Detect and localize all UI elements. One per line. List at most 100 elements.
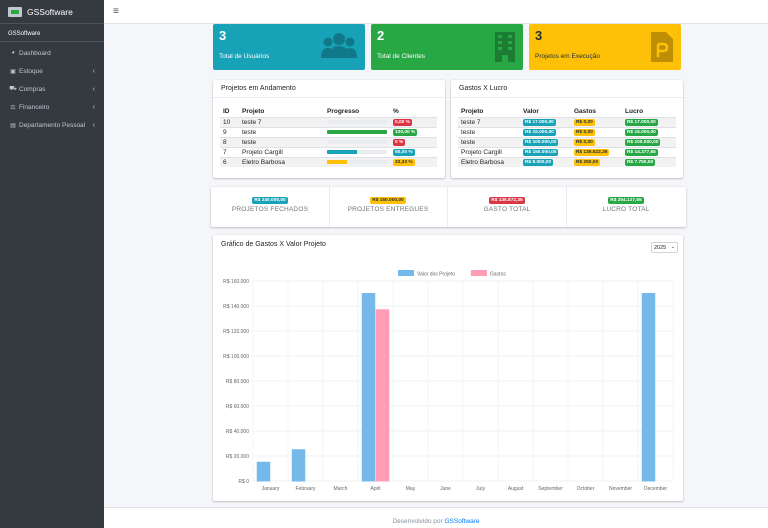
box-icon: ▣ — [10, 68, 16, 75]
table-row: 10 teste 7 0,00 % — [220, 116, 437, 127]
gastos-badge: R$ 250,00 — [574, 159, 601, 167]
info-box-label: Projetos em Execução — [535, 53, 601, 60]
table-row: Eletro Barbosa R$ 8.000,00 R$ 250,00 R$ … — [458, 156, 676, 167]
info-box-value: 3 — [535, 28, 543, 43]
id-card-icon: ▤ — [10, 122, 16, 129]
stat-value-badge: R$ 135.872,35 — [489, 197, 525, 204]
sidebar-item-estoque[interactable]: ▣ Estoque ‹ — [0, 62, 104, 80]
building-icon — [495, 32, 515, 62]
valor-badge: R$ 100.000,00 — [523, 139, 559, 146]
table-row: teste R$ 15.000,00 R$ 0,00 R$ 15.000,00 — [458, 126, 676, 137]
card-title: Gráfico de Gastos X Valor Projeto — [221, 241, 326, 248]
sidebar-item-label: Financeiro — [19, 103, 50, 111]
chevron-left-icon: ‹ — [92, 121, 95, 129]
progress-cell — [324, 126, 390, 137]
user-panel[interactable]: GSSoftware — [0, 24, 104, 42]
valor-cell: R$ 8.000,00 — [520, 156, 571, 167]
gastos-badge: R$ 0,00 — [574, 129, 595, 136]
stat-lucro-total: R$ 204.127,65 LUCRO TOTAL — [567, 196, 685, 213]
valor-badge: R$ 150.000,00 — [523, 149, 559, 156]
parking-file-icon — [651, 32, 673, 62]
stat-label: PROJETOS FECHADOS — [231, 206, 309, 213]
sidebar-item-label: Estoque — [19, 67, 43, 75]
project-name: teste 7 — [239, 116, 324, 127]
valor-cell: R$ 100.000,00 — [520, 136, 571, 147]
stat-value-badge: R$ 204.127,65 — [608, 197, 644, 204]
progress-bar-fill — [327, 150, 357, 154]
gastos-cell: R$ 250,00 — [571, 156, 622, 167]
project-id: 8 — [220, 136, 239, 147]
divider — [566, 187, 567, 227]
progress-cell — [324, 116, 390, 127]
user-name: GSSoftware — [8, 31, 41, 37]
brand-link[interactable]: GSSoftware — [0, 0, 104, 24]
lucro-badge: R$ 17.000,00 — [625, 119, 658, 126]
sidebar-item-label: Departamento Pessoal — [19, 121, 86, 129]
year-select[interactable]: 2025 ⌄ — [651, 242, 678, 253]
progress-bar-fill — [327, 130, 387, 134]
progress-percent-cell: 33,33 % — [390, 156, 437, 167]
sidebar-item-compras[interactable]: ⛟ Compras ‹ — [0, 80, 104, 98]
sidebar-item-financeiro[interactable]: ⚖ Financeiro ‹ — [0, 98, 104, 116]
status-badge: 33,33 % — [393, 159, 415, 167]
table-row: teste R$ 100.000,00 R$ 0,00 R$ 100.000,0… — [458, 136, 676, 147]
gastos-badge: R$ 135.622,35 — [574, 149, 610, 156]
sidebar-item-departamento-pessoal[interactable]: ▤ Departamento Pessoal ‹ — [0, 116, 104, 134]
stat-label: PROJETOS ENTREGUES — [347, 206, 429, 213]
project-id: 9 — [220, 126, 239, 137]
progress-percent-cell: 50,00 % — [390, 146, 437, 157]
progress-percent-cell: 0,00 % — [390, 116, 437, 127]
project-name: Eletro Barbosa — [458, 156, 520, 167]
footer: Desenvolvido por GSSoftware — [104, 507, 768, 528]
sidebar-item-dashboard[interactable]: ◕ Dashboard — [0, 44, 104, 62]
column-header: Lucro — [622, 107, 676, 118]
column-header: Valor — [520, 107, 571, 118]
chevron-left-icon: ‹ — [92, 103, 95, 111]
money-icon: ⚖ — [10, 104, 16, 111]
column-header: ID — [220, 107, 239, 118]
expenses-table: Projeto Valor Gastos Lucro teste 7 R$ 17… — [458, 107, 676, 167]
column-header: Projeto — [458, 107, 520, 118]
valor-badge: R$ 8.000,00 — [523, 159, 554, 167]
progress-bar — [327, 150, 387, 154]
divider — [447, 187, 448, 227]
project-id: 10 — [220, 116, 239, 127]
lucro-cell: R$ 7.750,00 — [622, 156, 676, 167]
stat-projetos-entregues: R$ 150.000,00 PROJETOS ENTREGUES — [329, 196, 447, 213]
chevron-left-icon: ‹ — [92, 67, 95, 75]
stat-label: GASTO TOTAL — [483, 206, 531, 213]
info-box-value: 3 — [219, 28, 227, 43]
gastos-badge: R$ 0,00 — [574, 139, 595, 146]
column-header: % — [390, 107, 437, 118]
expenses-card: Gastos X Lucro Projeto Valor Gastos Lucr… — [451, 80, 683, 178]
divider — [329, 187, 330, 227]
summary-card — [211, 187, 686, 227]
lucro-badge: R$ 100.000,00 — [625, 139, 661, 146]
progress-cell — [324, 136, 390, 147]
table-header-row: ID Projeto Progresso % — [220, 107, 437, 118]
info-box-value: 2 — [377, 28, 385, 43]
project-name: teste — [458, 126, 520, 137]
progress-bar — [327, 140, 387, 144]
info-box-label: Total de Clientes — [377, 53, 426, 60]
stat-projetos-fechados: R$ 240.000,00 PROJETOS FECHADOS — [211, 196, 329, 213]
valor-badge: R$ 17.000,00 — [523, 119, 556, 126]
dashboard-icon: ◕ — [11, 50, 15, 56]
project-id: 7 — [220, 146, 239, 157]
valor-cell: R$ 17.000,00 — [520, 116, 571, 127]
progress-bar — [327, 160, 387, 165]
footer-link[interactable]: GSSoftware — [444, 518, 480, 525]
projects-card: Projetos em Andamento ID Projeto Progres… — [213, 80, 445, 178]
valor-cell: R$ 15.000,00 — [520, 126, 571, 137]
menu-toggle-icon[interactable]: ≡ — [113, 6, 119, 17]
users-icon — [321, 32, 357, 58]
progress-cell — [324, 146, 390, 157]
status-badge: 50,00 % — [393, 149, 415, 156]
chart-card: Gráfico de Gastos X Valor Projeto — [213, 235, 683, 501]
info-box-label: Total de Usuários — [219, 53, 270, 60]
stat-value-badge: R$ 150.000,00 — [370, 197, 406, 204]
lucro-badge: R$ 15.000,00 — [625, 129, 658, 136]
gastos-cell: R$ 135.622,35 — [571, 146, 622, 157]
column-header: Gastos — [571, 107, 622, 118]
chevron-left-icon: ‹ — [92, 85, 95, 93]
